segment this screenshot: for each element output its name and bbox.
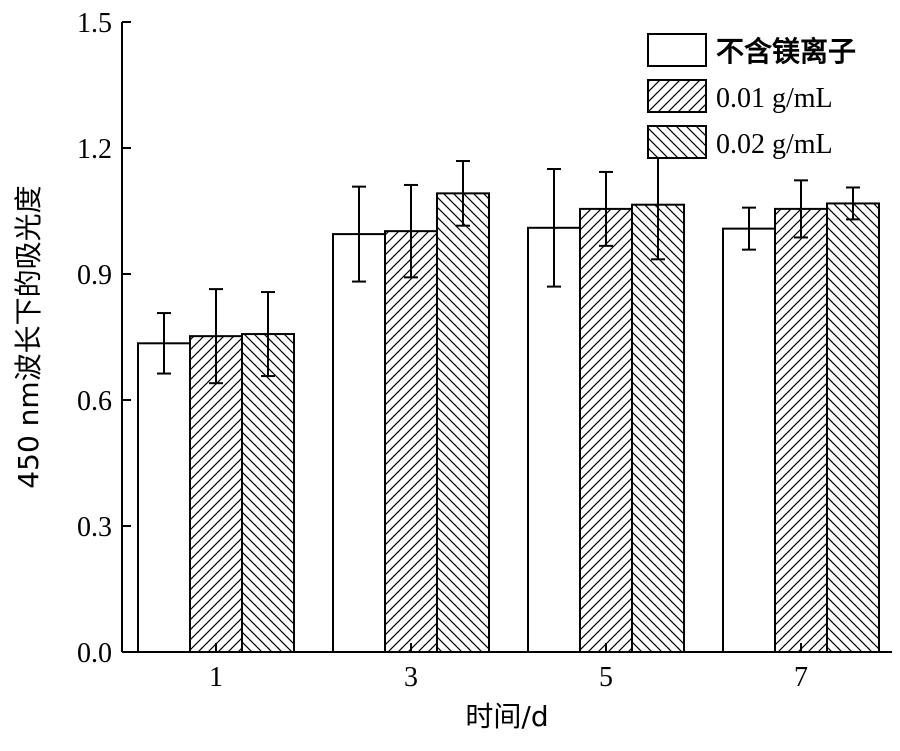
legend-label: 0.02 g/mL (716, 129, 833, 160)
y-tick-label: 0.6 (77, 386, 112, 417)
bars-layer (137, 192, 880, 654)
y-tick-label: 1.2 (77, 134, 112, 165)
legend-label: 0.01 g/mL (716, 83, 833, 114)
y-tick-label: 0.0 (77, 638, 112, 669)
x-tick-label: 7 (794, 662, 808, 693)
x-tick-label: 5 (599, 662, 613, 693)
bar (579, 207, 633, 653)
bar (631, 203, 685, 653)
bar (527, 226, 581, 654)
x-tick-label: 3 (404, 662, 418, 693)
bar (332, 233, 386, 653)
legend-swatch (647, 79, 707, 113)
bar (774, 207, 828, 653)
error-bars-layer (157, 149, 860, 385)
legend-label: 不含镁离子 (716, 35, 856, 68)
x-axis-title: 时间/d (465, 700, 548, 733)
legend: 不含镁离子 0.01 g/mL 0.02 g/mL (647, 33, 856, 160)
x-ticks-layer: 1 3 5 7 (209, 643, 808, 693)
bar (826, 202, 880, 653)
legend-swatch (647, 33, 707, 67)
bar (722, 227, 776, 653)
y-tick-label: 0.3 (77, 512, 112, 543)
bar (241, 333, 295, 653)
bar (384, 230, 438, 653)
y-ticks-layer: 0.0 0.3 0.6 0.9 1.2 1.5 (77, 8, 131, 669)
y-tick-label: 0.9 (77, 260, 112, 291)
bar (137, 342, 191, 653)
bar (436, 192, 490, 654)
legend-swatch (647, 125, 707, 159)
bar (189, 335, 243, 653)
y-tick-label: 1.5 (77, 8, 112, 39)
y-axis-title: 450 nm波长下的吸光度 (12, 185, 45, 488)
x-tick-label: 1 (209, 662, 223, 693)
